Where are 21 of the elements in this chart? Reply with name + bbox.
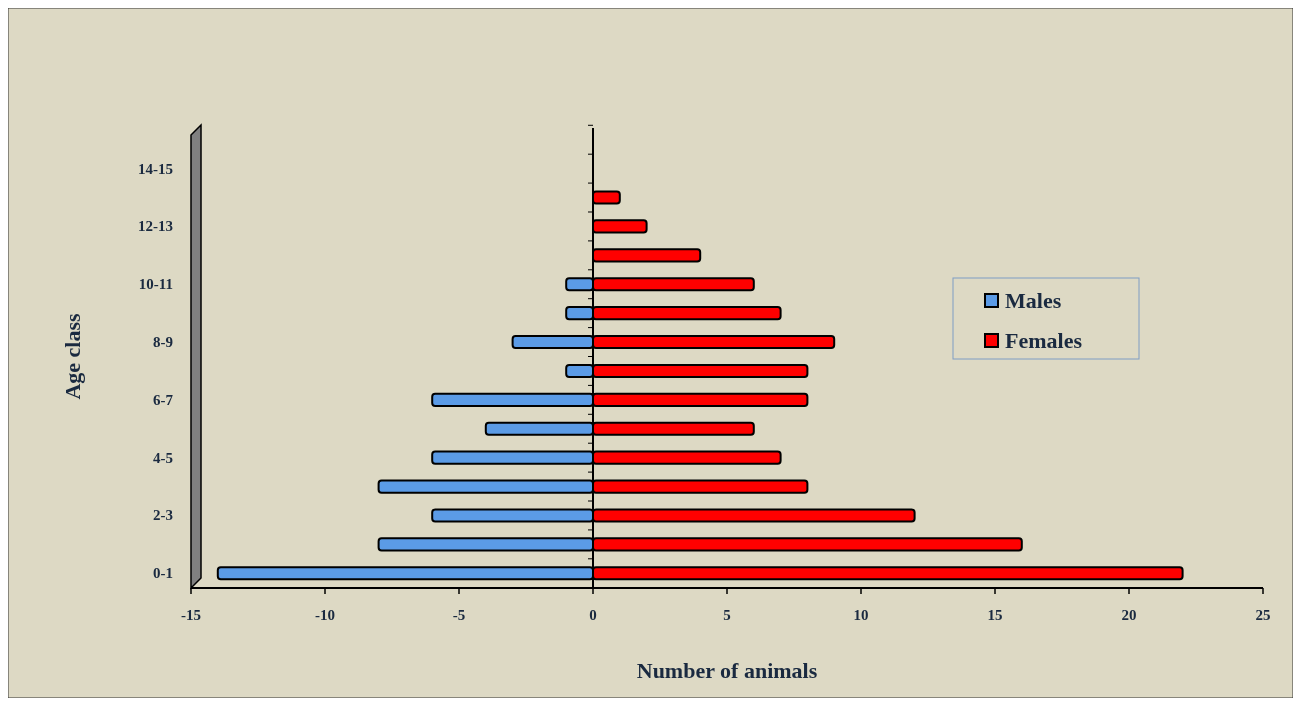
x-tick-label: -15 [181, 607, 201, 623]
x-tick-label: 20 [1121, 607, 1137, 623]
x-tick-label: 0 [589, 607, 597, 623]
x-tick-label: -10 [315, 607, 335, 623]
y-tick-label: 12-13 [138, 218, 173, 235]
x-axis-title: Number of animals [636, 658, 818, 683]
x-tick-label: 5 [723, 607, 731, 623]
legend-label: Females [1005, 328, 1083, 353]
y-tick-label: 10-11 [138, 276, 173, 293]
y-tick-label: 8-9 [153, 334, 173, 351]
x-tick-label: 10 [853, 607, 869, 623]
y-tick-label: 4-5 [153, 449, 173, 466]
x-tick-label: 15 [987, 607, 1003, 623]
y-tick-label: 6-7 [153, 391, 174, 408]
y-tick-label: 0-1 [153, 565, 173, 582]
y-tick-label: 14-15 [138, 160, 173, 177]
x-tick-label: -5 [452, 607, 466, 623]
y-tick-label: 2-3 [153, 507, 173, 524]
y-axis-title: Age class [60, 312, 85, 400]
legend-label: Males [1005, 288, 1062, 313]
x-tick-label: 25 [1255, 607, 1271, 623]
